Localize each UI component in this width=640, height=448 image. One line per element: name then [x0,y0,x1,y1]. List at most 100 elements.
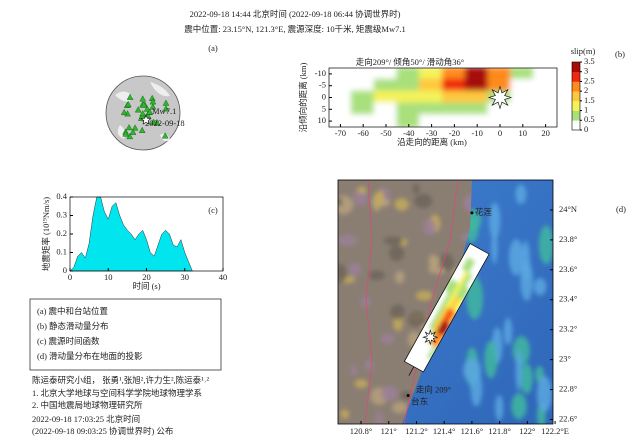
strike-arrow [408,366,415,376]
epicenter-star [140,114,152,125]
terrain-patch [389,245,405,262]
slip-cell [510,68,536,81]
x-tick-label: -20 [449,128,460,138]
projected-slip-cell [423,313,435,329]
y-tick-label: 23.4° [559,294,577,304]
projected-slip-cell [444,294,456,310]
projected-slip-cell [441,308,453,324]
terrain-patch [338,197,343,207]
station [122,130,130,137]
slip-cell [510,90,536,105]
affiliation: 2. 中国地震局地球物理研究所 [32,400,143,410]
y-tick-label: 23° [559,354,571,364]
chart-title: 走向209°/ 倾角50°/ 滑动角36° [356,57,464,67]
colorbar-tick-label: 2.5 [584,75,595,85]
projected-slip-cell [453,268,466,284]
colorbar-bin [572,91,580,102]
slip-cell [329,114,353,127]
projected-slip-cell [471,263,484,279]
y-tick-label: -10 [315,68,326,78]
station [146,108,154,115]
slip-cell [442,78,467,93]
fault-trace [403,179,459,425]
terrain-patch [428,254,436,271]
x-tick-label: -50 [380,128,391,138]
terrain-patch [361,296,371,309]
x-tick-label: 30 [181,272,190,282]
slip-cell [396,78,422,93]
x-tick-label: 20 [142,272,151,282]
panel-label: (c) [208,205,218,215]
sea-ridge [503,317,513,345]
station [139,110,147,117]
slip-cell [396,68,422,81]
slip-cell [533,90,557,105]
colorbar-tick-label: 1.5 [584,95,595,105]
terrain-patch [392,401,408,414]
slip-cell [533,114,557,127]
colorbar-tick-label: 2 [584,85,588,95]
place-label: 花莲 [475,207,493,217]
terrain-patch [338,195,354,215]
legend-box [29,298,222,371]
projected-slip-cell [433,303,446,320]
slip-cell [419,102,444,117]
slip-cell [510,102,536,117]
x-axis-label: 沿走向的距离 (km) [397,137,467,147]
sea-ridge [489,202,501,239]
slip-cell [510,114,536,127]
sea-ridge [470,370,483,407]
terrain-patch [390,304,405,320]
y-tick-label: 0.3 [56,209,67,219]
sea-ridge [533,278,547,296]
slip-cell [373,114,399,127]
projected-slip-cell [415,355,427,371]
projected-slip-cell [464,258,476,275]
x-tick-label: 121.2° [405,426,428,436]
slip-cell [329,90,353,105]
slip-blur [329,68,557,127]
projected-slip-cell [428,331,440,347]
slip-cell [350,78,376,93]
projected-slip-cell [454,284,467,300]
x-tick-label: -30 [426,128,437,138]
projected-slip-cell [417,325,429,341]
station [120,108,128,116]
date-label: 2022-09-18 [145,118,185,128]
x-axis-label: 时间 (s) [132,281,160,291]
projected-slip-cell [463,243,475,259]
terrain-patch [368,270,385,281]
projected-slip-cell [478,251,490,267]
colorbar-bin [572,62,580,73]
x-tick-label: 40 [219,272,228,282]
colorbar-bin [572,71,580,82]
y-tick-label: -5 [319,80,326,90]
y-axis-label: 地震矩率 (10¹⁹Nm/s) [41,197,51,271]
y-tick-label: 23.8° [559,234,577,244]
station [131,124,139,131]
legend-item: (d) 滑动量分布在地面的投影 [37,351,143,361]
slip-cell [464,102,490,117]
x-tick-label: -70 [335,128,346,138]
x-tick-label: 10 [519,128,528,138]
place-dot [470,211,474,215]
sea-ridge [515,184,527,205]
legend-item: (a) 震中和台站位置 [37,306,109,316]
slip-cell [396,114,422,127]
slip-cell [419,68,444,81]
station [149,118,157,125]
y-tick-label: 22.8° [559,384,577,394]
terrain-patch [338,234,358,247]
slip-cell [533,102,557,117]
slip-cell [442,114,467,127]
colorbar-tick-label: 3.5 [584,56,595,66]
projected-slip-cell [440,292,452,308]
slip-cell [442,68,467,81]
slip-cell [487,68,513,81]
place-dot [406,394,410,398]
magnitude-label: Mw7.1 [152,106,176,116]
y-tick-label: 5 [322,103,326,113]
projected-slip-cell [461,272,473,288]
header-line: 2022-09-18 14:44 北京时间 (2022-09-18 06:44 … [190,9,401,19]
slip-cell [350,114,376,127]
